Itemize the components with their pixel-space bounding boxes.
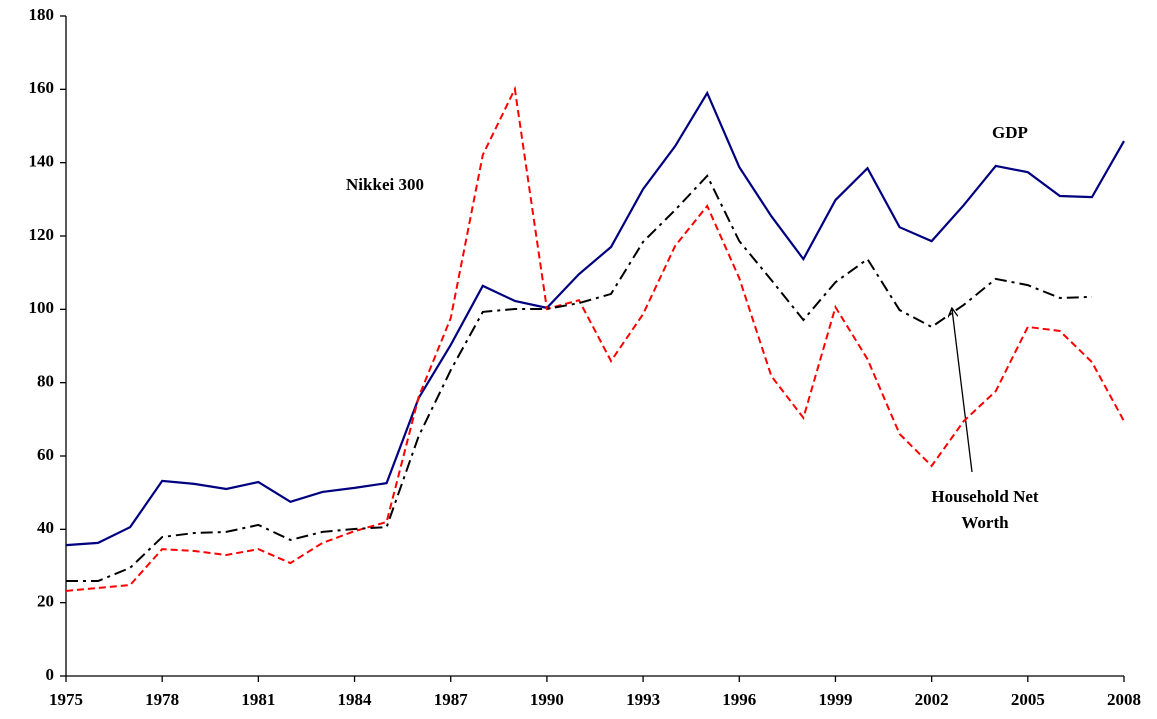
series-label: Household Net Worth: [931, 487, 1039, 532]
series-label: Nikkei 300: [346, 175, 424, 194]
x-tick-label: 1975: [49, 690, 83, 709]
x-tick-label: 1996: [722, 690, 756, 709]
x-tick-label: 1981: [241, 690, 275, 709]
x-tick-label: 2008: [1107, 690, 1141, 709]
x-tick-label: 2002: [915, 690, 949, 709]
x-tick-label: 1999: [818, 690, 852, 709]
y-tick-label: 120: [29, 225, 55, 244]
y-tick-label: 20: [37, 592, 54, 611]
y-tick-label: 80: [37, 372, 54, 391]
series-label: GDP: [992, 123, 1028, 142]
annotation-arrow: [952, 309, 973, 473]
y-tick-label: 40: [37, 518, 54, 537]
x-tick-label: 2005: [1011, 690, 1045, 709]
x-tick-label: 1990: [530, 690, 564, 709]
y-tick-label: 180: [29, 5, 55, 24]
series-line: [66, 174, 1092, 583]
y-tick-label: 140: [29, 152, 55, 171]
y-tick-label: 60: [37, 445, 54, 464]
series-line: [65, 90, 1125, 547]
y-tick-label: 100: [29, 298, 55, 317]
x-tick-label: 1984: [338, 690, 373, 709]
x-tick-label: 1987: [434, 690, 469, 709]
x-tick-label: 1993: [626, 690, 660, 709]
series-line: [65, 85, 1125, 592]
y-tick-label: 160: [29, 78, 55, 97]
y-tick-label: 0: [46, 665, 55, 684]
x-tick-label: 1978: [145, 690, 179, 709]
